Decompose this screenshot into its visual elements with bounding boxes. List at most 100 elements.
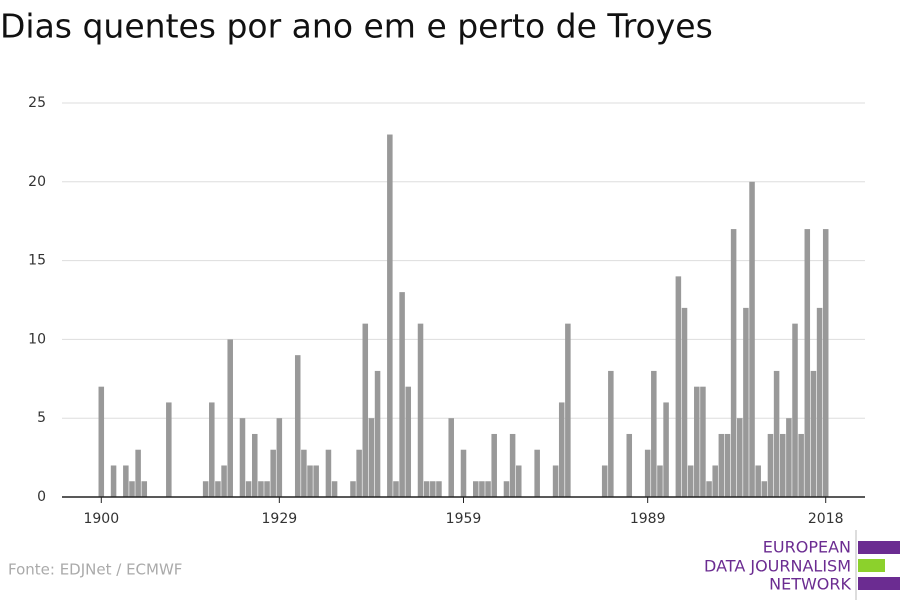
- bar: [448, 418, 454, 497]
- bar: [245, 481, 252, 497]
- logo-text: DATA JOURNALISM: [704, 557, 851, 576]
- bar: [601, 465, 608, 497]
- bar: [276, 418, 283, 497]
- bar: [730, 229, 737, 497]
- bar: [258, 481, 264, 497]
- bar: [779, 433, 786, 497]
- bar: [651, 370, 657, 497]
- bar: [405, 386, 412, 497]
- bar: [810, 370, 817, 497]
- bar: [307, 465, 313, 497]
- source: Fonte: EDJNet / ECMWF: [8, 561, 182, 579]
- bar: [325, 449, 332, 497]
- bar: [503, 481, 510, 497]
- bar: [767, 433, 774, 497]
- bar: [202, 481, 209, 497]
- bar: [816, 307, 823, 497]
- bar: [663, 402, 669, 497]
- bar: [786, 418, 792, 497]
- bar: [743, 307, 749, 497]
- bar: [264, 481, 270, 497]
- bar: [626, 433, 633, 497]
- logo-bar: [858, 559, 885, 572]
- bar: [331, 481, 338, 497]
- bar: [350, 481, 356, 497]
- bar: [129, 481, 135, 497]
- bar: [700, 386, 706, 497]
- bar: [509, 433, 516, 497]
- bar: [534, 449, 540, 497]
- bar: [123, 465, 129, 497]
- bar: [712, 465, 718, 497]
- chart-title: Dias quentes por ano em e perto de Troye…: [0, 7, 713, 46]
- bar: [135, 449, 141, 497]
- bar: [399, 292, 405, 497]
- bar: [374, 370, 381, 497]
- x-tick-label: 1900: [83, 511, 119, 527]
- bar: [460, 449, 467, 497]
- bar: [393, 481, 399, 497]
- bar: [110, 465, 117, 497]
- logo-text: NETWORK: [769, 575, 851, 594]
- bar: [491, 433, 497, 497]
- bar: [313, 465, 319, 497]
- y-tick-label: 15: [28, 253, 46, 269]
- bar: [166, 402, 172, 497]
- bar: [565, 323, 571, 497]
- bar: [736, 418, 743, 497]
- bar: [417, 323, 424, 497]
- bar: [749, 181, 755, 498]
- bar: [773, 370, 780, 497]
- x-tick-label: 1959: [446, 511, 482, 527]
- bar: [423, 481, 430, 497]
- y-tick-label: 20: [28, 174, 46, 190]
- bar: [681, 307, 688, 497]
- bar: [515, 465, 522, 497]
- logo-bar: [858, 541, 900, 554]
- y-tick-label: 10: [28, 331, 46, 347]
- bar: [558, 402, 565, 497]
- bar: [239, 418, 246, 497]
- y-tick-label: 0: [37, 489, 46, 505]
- y-tick-label: 25: [28, 95, 46, 111]
- bar: [798, 433, 804, 497]
- bar: [804, 229, 811, 497]
- bar: [209, 402, 215, 497]
- logo-bar: [858, 577, 900, 590]
- bar: [552, 465, 559, 497]
- bar: [675, 276, 682, 497]
- bar: [227, 339, 233, 497]
- bar: [356, 449, 362, 497]
- bar: [706, 481, 712, 497]
- x-tick-label: 1989: [630, 511, 666, 527]
- bar: [657, 465, 663, 497]
- bar: [479, 481, 485, 497]
- bar: [252, 433, 258, 497]
- x-tick-label: 2018: [808, 511, 844, 527]
- bar: [368, 418, 375, 497]
- bar: [687, 465, 694, 497]
- bar: [473, 481, 479, 497]
- bar: [644, 449, 651, 497]
- bar: [761, 481, 768, 497]
- bar: [430, 481, 436, 497]
- bar: [294, 355, 301, 497]
- bar: [362, 323, 369, 497]
- bar: [792, 323, 798, 497]
- bar: [694, 386, 700, 497]
- bar: [822, 229, 829, 497]
- bar: [718, 433, 725, 497]
- bar: [755, 465, 761, 497]
- bar: [387, 134, 393, 497]
- x-tick-label: 1929: [262, 511, 298, 527]
- bar: [215, 481, 221, 497]
- bar: [98, 386, 105, 497]
- y-tick-label: 5: [37, 410, 46, 426]
- bar: [724, 433, 731, 497]
- bar: [301, 449, 307, 497]
- bar: [436, 481, 442, 497]
- bar: [485, 481, 491, 497]
- logo-text: EUROPEAN: [763, 538, 851, 557]
- bar: [608, 370, 614, 497]
